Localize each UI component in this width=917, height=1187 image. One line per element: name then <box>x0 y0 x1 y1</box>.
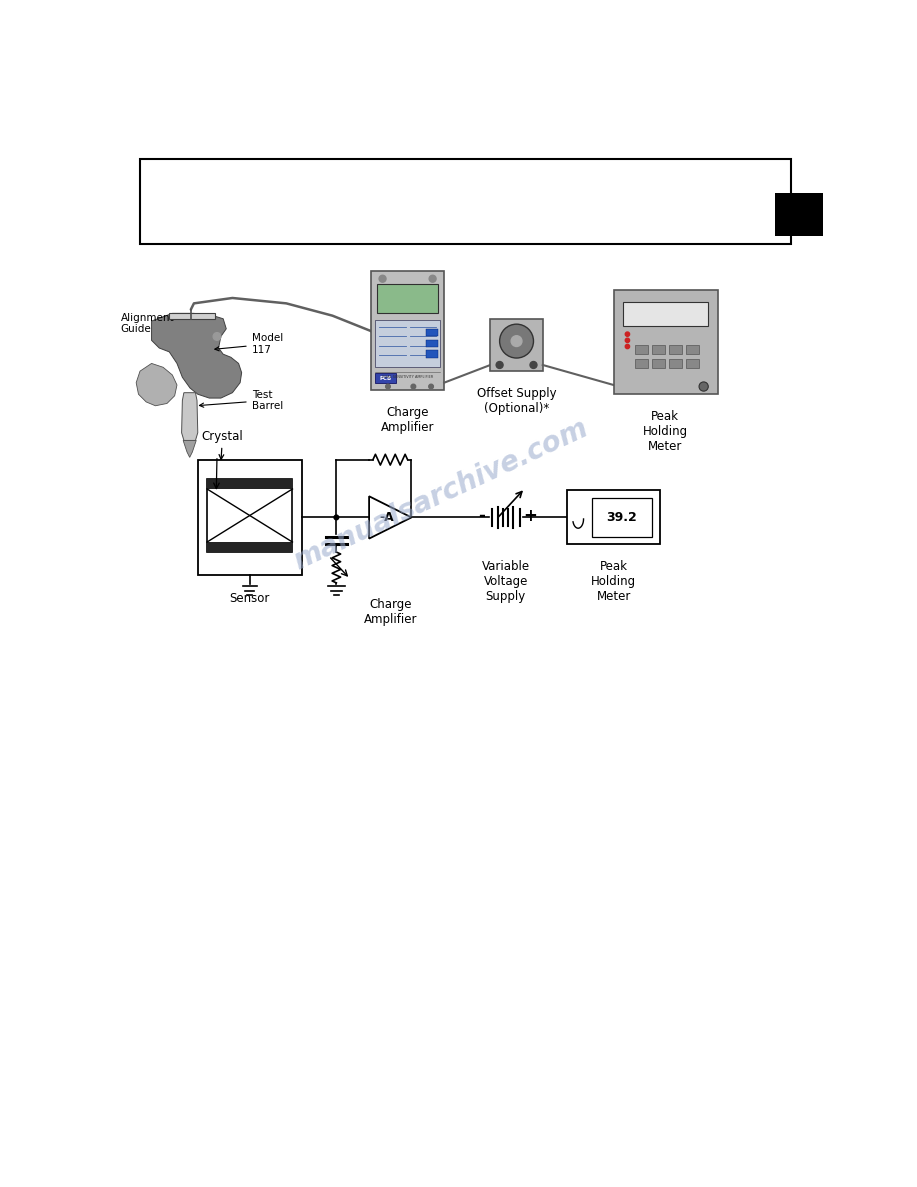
Text: Charge
Amplifier: Charge Amplifier <box>381 406 434 433</box>
Bar <box>491 319 543 372</box>
Bar <box>652 358 665 368</box>
Bar <box>686 358 699 368</box>
Bar <box>686 345 699 354</box>
Circle shape <box>699 382 708 392</box>
Circle shape <box>500 324 534 358</box>
Circle shape <box>411 385 415 389</box>
Circle shape <box>530 362 537 368</box>
Text: manualsarchive.com: manualsarchive.com <box>289 413 592 575</box>
Bar <box>207 542 293 552</box>
Text: DUAL SENSITIVITY AMPLIFIER: DUAL SENSITIVITY AMPLIFIER <box>382 375 433 380</box>
Circle shape <box>429 385 434 389</box>
Bar <box>207 478 293 489</box>
Circle shape <box>213 332 221 341</box>
Text: -A: -A <box>380 510 394 523</box>
Polygon shape <box>182 393 198 440</box>
Polygon shape <box>183 440 196 457</box>
Bar <box>652 345 665 354</box>
Text: Charge
Amplifier: Charge Amplifier <box>363 598 417 627</box>
Text: Peak
Holding
Meter: Peak Holding Meter <box>591 560 636 603</box>
Bar <box>207 478 293 552</box>
Text: -: - <box>478 507 484 525</box>
Bar <box>623 301 708 326</box>
Circle shape <box>625 338 630 343</box>
Text: Test
Barrel: Test Barrel <box>200 389 283 411</box>
Bar <box>635 345 648 354</box>
Bar <box>198 459 302 576</box>
Text: Offset Supply
(Optional)*: Offset Supply (Optional)* <box>477 387 557 414</box>
Bar <box>669 358 682 368</box>
Circle shape <box>625 332 630 336</box>
Circle shape <box>429 275 436 283</box>
Text: PCB: PCB <box>380 375 392 381</box>
Bar <box>426 329 438 336</box>
Bar <box>635 358 648 368</box>
Polygon shape <box>369 496 412 539</box>
Bar <box>592 499 652 537</box>
Text: Sensor: Sensor <box>229 592 270 605</box>
Bar <box>775 193 823 236</box>
Text: Variable
Voltage
Supply: Variable Voltage Supply <box>481 560 530 603</box>
Circle shape <box>379 275 386 283</box>
Circle shape <box>334 515 338 520</box>
Text: Crystal: Crystal <box>202 430 243 459</box>
Text: +: + <box>524 507 537 525</box>
Circle shape <box>625 344 630 349</box>
Text: 39.2: 39.2 <box>607 510 637 523</box>
Bar <box>377 284 438 313</box>
Bar <box>371 271 444 391</box>
Bar <box>613 291 717 394</box>
Polygon shape <box>151 313 242 398</box>
Circle shape <box>386 385 391 389</box>
Polygon shape <box>136 363 177 406</box>
Bar <box>375 374 396 382</box>
Text: Model
117: Model 117 <box>215 334 283 355</box>
Circle shape <box>511 336 522 347</box>
Bar <box>568 490 659 545</box>
Bar <box>140 159 790 245</box>
Text: Alignment
Guide: Alignment Guide <box>121 312 180 335</box>
Bar <box>375 319 440 367</box>
Circle shape <box>496 362 503 368</box>
Bar <box>170 312 215 319</box>
Text: Peak
Holding
Meter: Peak Holding Meter <box>643 410 688 452</box>
Bar <box>669 345 682 354</box>
Bar <box>426 350 438 358</box>
Bar <box>426 339 438 348</box>
